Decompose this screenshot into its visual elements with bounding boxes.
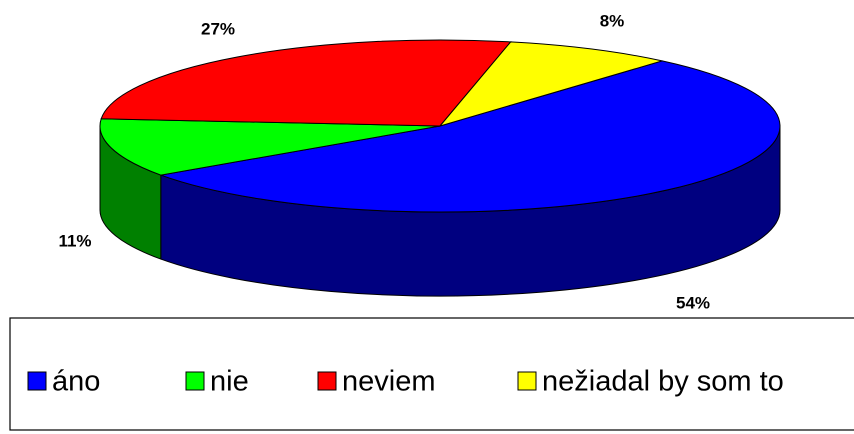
legend-label: nie [210,366,249,398]
data-label: 54% [676,293,710,312]
legend-swatch [27,371,47,391]
legend-label: áno [52,366,100,398]
legend-box [9,317,854,431]
pie-slice [99,118,441,176]
legend-label: nežiadal by som to [542,366,784,398]
data-label: 27% [201,19,235,38]
pie-slice [100,39,512,127]
pie-slice [438,41,663,127]
legend-swatch [517,371,537,391]
pie-slice [158,60,781,213]
data-label: 8% [600,11,625,30]
data-label: 11% [58,231,91,250]
legend-swatch [317,371,337,391]
legend-swatch [185,371,205,391]
legend-label: neviem [342,366,436,398]
